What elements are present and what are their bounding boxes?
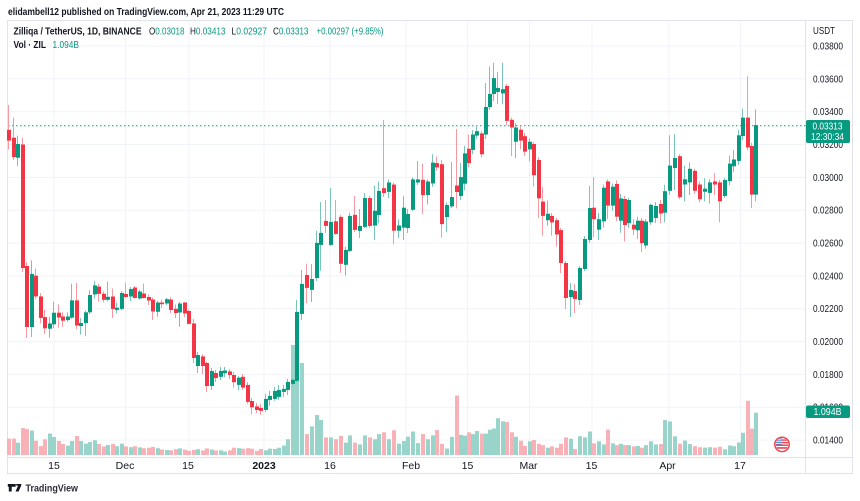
- svg-text:Apr: Apr: [659, 460, 676, 472]
- svg-text:0.03000: 0.03000: [813, 172, 843, 184]
- svg-text:1.094B: 1.094B: [814, 407, 842, 418]
- svg-text:USDT: USDT: [813, 25, 835, 37]
- svg-text:12:30:34: 12:30:34: [811, 132, 844, 143]
- svg-text:L0.02927: L0.02927: [232, 27, 268, 38]
- svg-text:0.03313: 0.03313: [813, 122, 843, 133]
- svg-text:TradingView: TradingView: [26, 484, 79, 495]
- svg-text:0.01400: 0.01400: [813, 435, 843, 447]
- svg-text:15: 15: [462, 460, 474, 472]
- svg-text:Zilliqa / TetherUS, 1D, BINANC: Zilliqa / TetherUS, 1D, BINANCE: [14, 27, 142, 38]
- svg-text:1.094B: 1.094B: [53, 40, 80, 51]
- svg-text:H0.03413: H0.03413: [190, 27, 226, 38]
- svg-text:Vol · ZIL: Vol · ZIL: [14, 40, 47, 51]
- svg-text:Mar: Mar: [519, 460, 538, 472]
- svg-text:0.02800: 0.02800: [813, 205, 843, 217]
- svg-text:0.01800: 0.01800: [813, 369, 843, 381]
- svg-text:Feb: Feb: [402, 460, 420, 472]
- svg-text:15: 15: [48, 460, 60, 472]
- svg-text:0.02200: 0.02200: [813, 303, 843, 315]
- svg-text:15: 15: [182, 460, 194, 472]
- svg-text:17: 17: [734, 460, 746, 472]
- svg-text:15: 15: [586, 460, 598, 472]
- svg-text:+0.00297 (+9.85%): +0.00297 (+9.85%): [317, 27, 384, 38]
- svg-text:O0.03018: O0.03018: [149, 27, 185, 38]
- svg-text:0.02400: 0.02400: [813, 270, 843, 282]
- svg-text:2023: 2023: [252, 460, 276, 472]
- svg-text:0.02600: 0.02600: [813, 238, 843, 250]
- svg-text:0.03400: 0.03400: [813, 106, 843, 118]
- svg-text:0.03800: 0.03800: [813, 41, 843, 53]
- svg-text:0.03600: 0.03600: [813, 73, 843, 85]
- svg-text:Dec: Dec: [116, 460, 135, 472]
- svg-text:16: 16: [324, 460, 336, 472]
- svg-text:C0.03313: C0.03313: [273, 27, 309, 38]
- svg-text:0.02000: 0.02000: [813, 336, 843, 348]
- svg-text:elidambell12 published on Trad: elidambell12 published on TradingView.co…: [8, 7, 284, 18]
